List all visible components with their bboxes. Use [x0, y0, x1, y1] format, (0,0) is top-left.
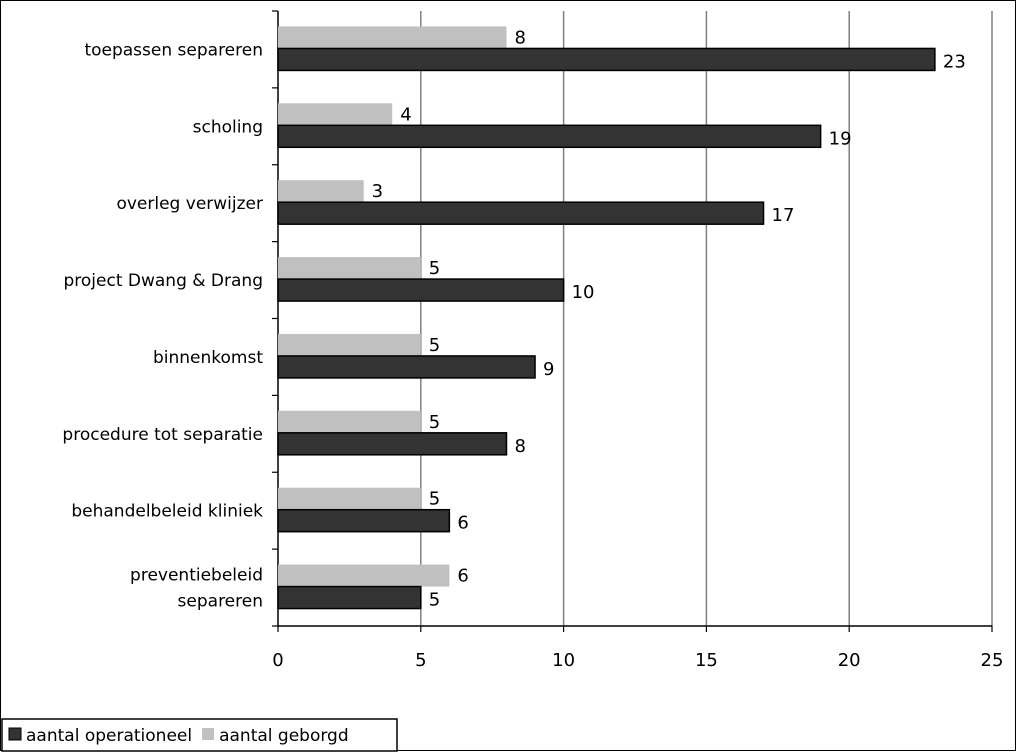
value-label-aantal-operationeel: 9: [543, 359, 554, 380]
bar-aantal-geborgd: [278, 333, 421, 356]
x-tick-label-25: 25: [981, 650, 1004, 671]
value-label-aantal-operationeel: 17: [772, 205, 795, 226]
value-label-aantal-operationeel: 6: [457, 513, 468, 534]
value-label-aantal-operationeel: 8: [514, 436, 525, 457]
value-label-aantal-geborgd: 6: [457, 566, 468, 587]
value-label-aantal-geborgd: 5: [429, 489, 440, 510]
bar-aantal-operationeel: [277, 355, 536, 379]
bar-aantal-geborgd: [278, 410, 421, 433]
legend-label: aantal geborgd: [219, 726, 349, 746]
bar-aantal-geborgd: [278, 180, 364, 203]
value-label-aantal-operationeel: 10: [572, 282, 595, 303]
category-label: scholing: [193, 117, 263, 137]
legend-swatch: [202, 728, 215, 740]
x-tick-label-20: 20: [838, 650, 861, 671]
value-label-aantal-geborgd: 4: [400, 104, 411, 125]
category-label: separeren: [178, 592, 263, 612]
category-label: project Dwang & Drang: [63, 271, 263, 291]
bar-aantal-geborgd: [278, 564, 450, 587]
value-label-aantal-geborgd: 8: [514, 27, 525, 48]
category-label: behandelbeleid kliniek: [71, 502, 263, 522]
bar-aantal-operationeel: [277, 124, 822, 149]
value-label-aantal-geborgd: 5: [429, 258, 440, 279]
value-label-aantal-geborgd: 5: [429, 335, 440, 356]
x-tick-label-10: 10: [552, 650, 575, 671]
bar-aantal-geborgd: [278, 103, 393, 126]
value-label-aantal-operationeel: 23: [943, 51, 966, 72]
bar-aantal-operationeel: [277, 585, 422, 610]
legend-swatch: [8, 727, 22, 741]
legend-label: aantal operationeel: [26, 726, 192, 746]
value-label-aantal-operationeel: 19: [829, 128, 852, 149]
bar-aantal-geborgd: [278, 257, 421, 280]
category-label: procedure tot separatie: [62, 425, 263, 445]
category-label: toepassen separeren: [84, 40, 263, 60]
category-label: binnenkomst: [153, 348, 263, 368]
x-tick-label-0: 0: [272, 650, 283, 671]
category-label: overleg verwijzer: [116, 194, 263, 214]
bar-aantal-operationeel: [277, 201, 765, 225]
bar-aantal-operationeel: [277, 278, 565, 302]
category-label: preventiebeleid: [130, 566, 263, 586]
bar-aantal-geborgd: [278, 26, 507, 49]
value-label-aantal-geborgd: 5: [429, 412, 440, 433]
value-label-aantal-operationeel: 5: [429, 590, 440, 611]
bar-aantal-operationeel: [277, 432, 508, 456]
value-label-aantal-geborgd: 3: [372, 181, 383, 202]
bar-aantal-operationeel: [277, 47, 936, 72]
x-tick-label-15: 15: [695, 650, 718, 671]
bar-aantal-operationeel: [277, 508, 451, 533]
bar-aantal-geborgd: [278, 487, 421, 510]
x-tick-label-5: 5: [415, 650, 426, 671]
